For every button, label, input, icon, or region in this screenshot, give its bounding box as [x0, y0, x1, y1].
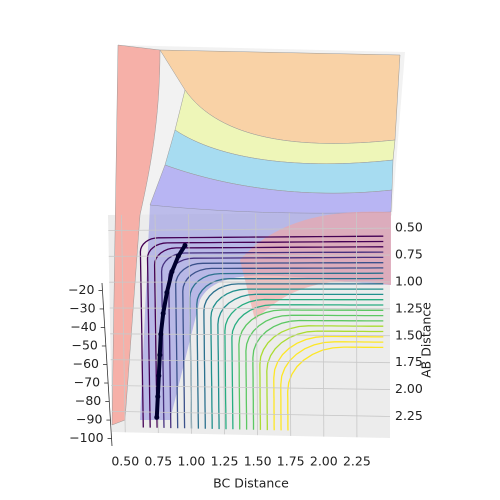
x-tick-label: 2.00: [310, 454, 338, 469]
x-tick-label: 1.00: [178, 454, 206, 469]
y-tick-label: 2.25: [395, 408, 423, 423]
x-axis-label: BC Distance: [213, 476, 289, 491]
y-tick-label: 0.50: [395, 220, 423, 235]
y-tick-label: 0.75: [395, 247, 423, 262]
z-tick-label: −30: [69, 300, 95, 315]
z-tick-label: −40: [70, 319, 96, 334]
y-tick-label: 2.00: [395, 381, 423, 396]
trajectory-point: [161, 311, 166, 316]
z-tick-label: −20: [68, 282, 94, 297]
trajectory-point: [164, 290, 169, 295]
x-tick-label: 1.50: [244, 454, 272, 469]
trajectory-point: [176, 254, 181, 259]
y-tick-label: 1.00: [395, 273, 423, 288]
trajectory-point: [182, 243, 187, 248]
z-tick-label: −60: [73, 356, 99, 371]
trajectory-point: [157, 352, 162, 357]
x-tick-label: 1.25: [211, 454, 239, 469]
z-tick-label: −90: [76, 412, 102, 427]
trajectory-point: [169, 269, 174, 274]
x-tick-label: 0.75: [144, 454, 172, 469]
z-tick-label: −50: [71, 337, 97, 352]
trajectory-point: [158, 332, 163, 337]
y-axis-label: AB Distance: [419, 302, 434, 378]
trajectory-point: [155, 394, 160, 399]
trajectory-point: [154, 415, 159, 420]
trajectory-point: [156, 373, 161, 378]
z-tick-label: −80: [75, 393, 101, 408]
z-tick-label: −70: [74, 375, 100, 390]
x-tick-label: 1.75: [277, 454, 305, 469]
x-tick-label: 2.25: [343, 454, 371, 469]
x-tick-label: 0.50: [111, 454, 139, 469]
z-tick-label: −100: [69, 430, 103, 445]
